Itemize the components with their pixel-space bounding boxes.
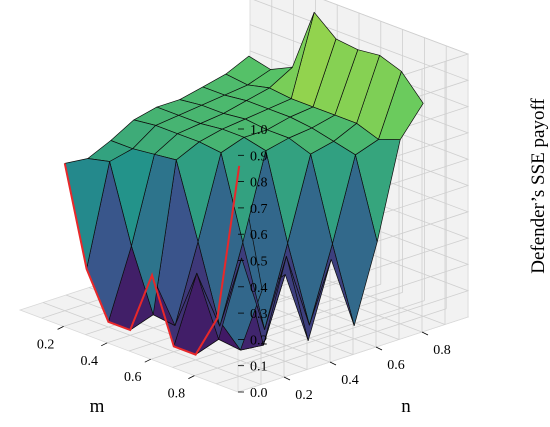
z-axis-label: Defender’s SSE payoff bbox=[528, 98, 549, 274]
x-tick-label: 0.2 bbox=[37, 337, 55, 352]
y-tick-label: 0.6 bbox=[387, 358, 405, 373]
z-tick-label: 0.9 bbox=[250, 149, 268, 164]
z-tick-label: 1.0 bbox=[250, 123, 268, 138]
highlight-line bbox=[63, 163, 241, 356]
z-tick-label: 0.8 bbox=[250, 176, 268, 191]
tick-marks bbox=[57, 128, 429, 393]
y-axis-label: n bbox=[401, 396, 411, 417]
y-tick bbox=[283, 376, 291, 381]
x-tick-label: 0.8 bbox=[168, 387, 186, 402]
z-tick-label: 0.7 bbox=[250, 202, 268, 217]
y-tick-label: 0.8 bbox=[433, 343, 451, 358]
y-tick-label: 0.2 bbox=[295, 388, 313, 403]
z-tick-label: 0.5 bbox=[250, 255, 268, 270]
z-tick-label: 0.2 bbox=[250, 333, 268, 348]
y-tick-label: 0.4 bbox=[341, 373, 359, 388]
z-tick-label: 0.6 bbox=[250, 228, 268, 243]
x-tick bbox=[101, 342, 108, 347]
highlight-series-line bbox=[63, 163, 241, 356]
tick-labels: 0.2 0.4 0.6 0.8 0.2 0.4 0.6 0.8 0.0 0.1 0.2 0.3 0.4 0… bbox=[37, 123, 451, 403]
x-tick bbox=[57, 326, 64, 330]
x-tick bbox=[144, 358, 151, 363]
z-tick-label: 0.1 bbox=[250, 360, 268, 375]
x-tick-label: 0.6 bbox=[124, 370, 142, 385]
y-tick bbox=[421, 331, 429, 336]
z-tick-label: 0.4 bbox=[250, 281, 268, 296]
gridline bbox=[172, 292, 403, 368]
surface bbox=[64, 11, 424, 355]
z-tick-label: 0.0 bbox=[250, 386, 268, 401]
gridline bbox=[216, 308, 447, 385]
y-tick bbox=[329, 361, 337, 366]
x-axis-label: m bbox=[90, 396, 105, 417]
x-tick-label: 0.4 bbox=[80, 354, 98, 369]
x-tick bbox=[188, 375, 195, 379]
y-tick bbox=[375, 346, 383, 351]
z-tick-label: 0.3 bbox=[250, 307, 268, 322]
gridline bbox=[194, 300, 425, 376]
